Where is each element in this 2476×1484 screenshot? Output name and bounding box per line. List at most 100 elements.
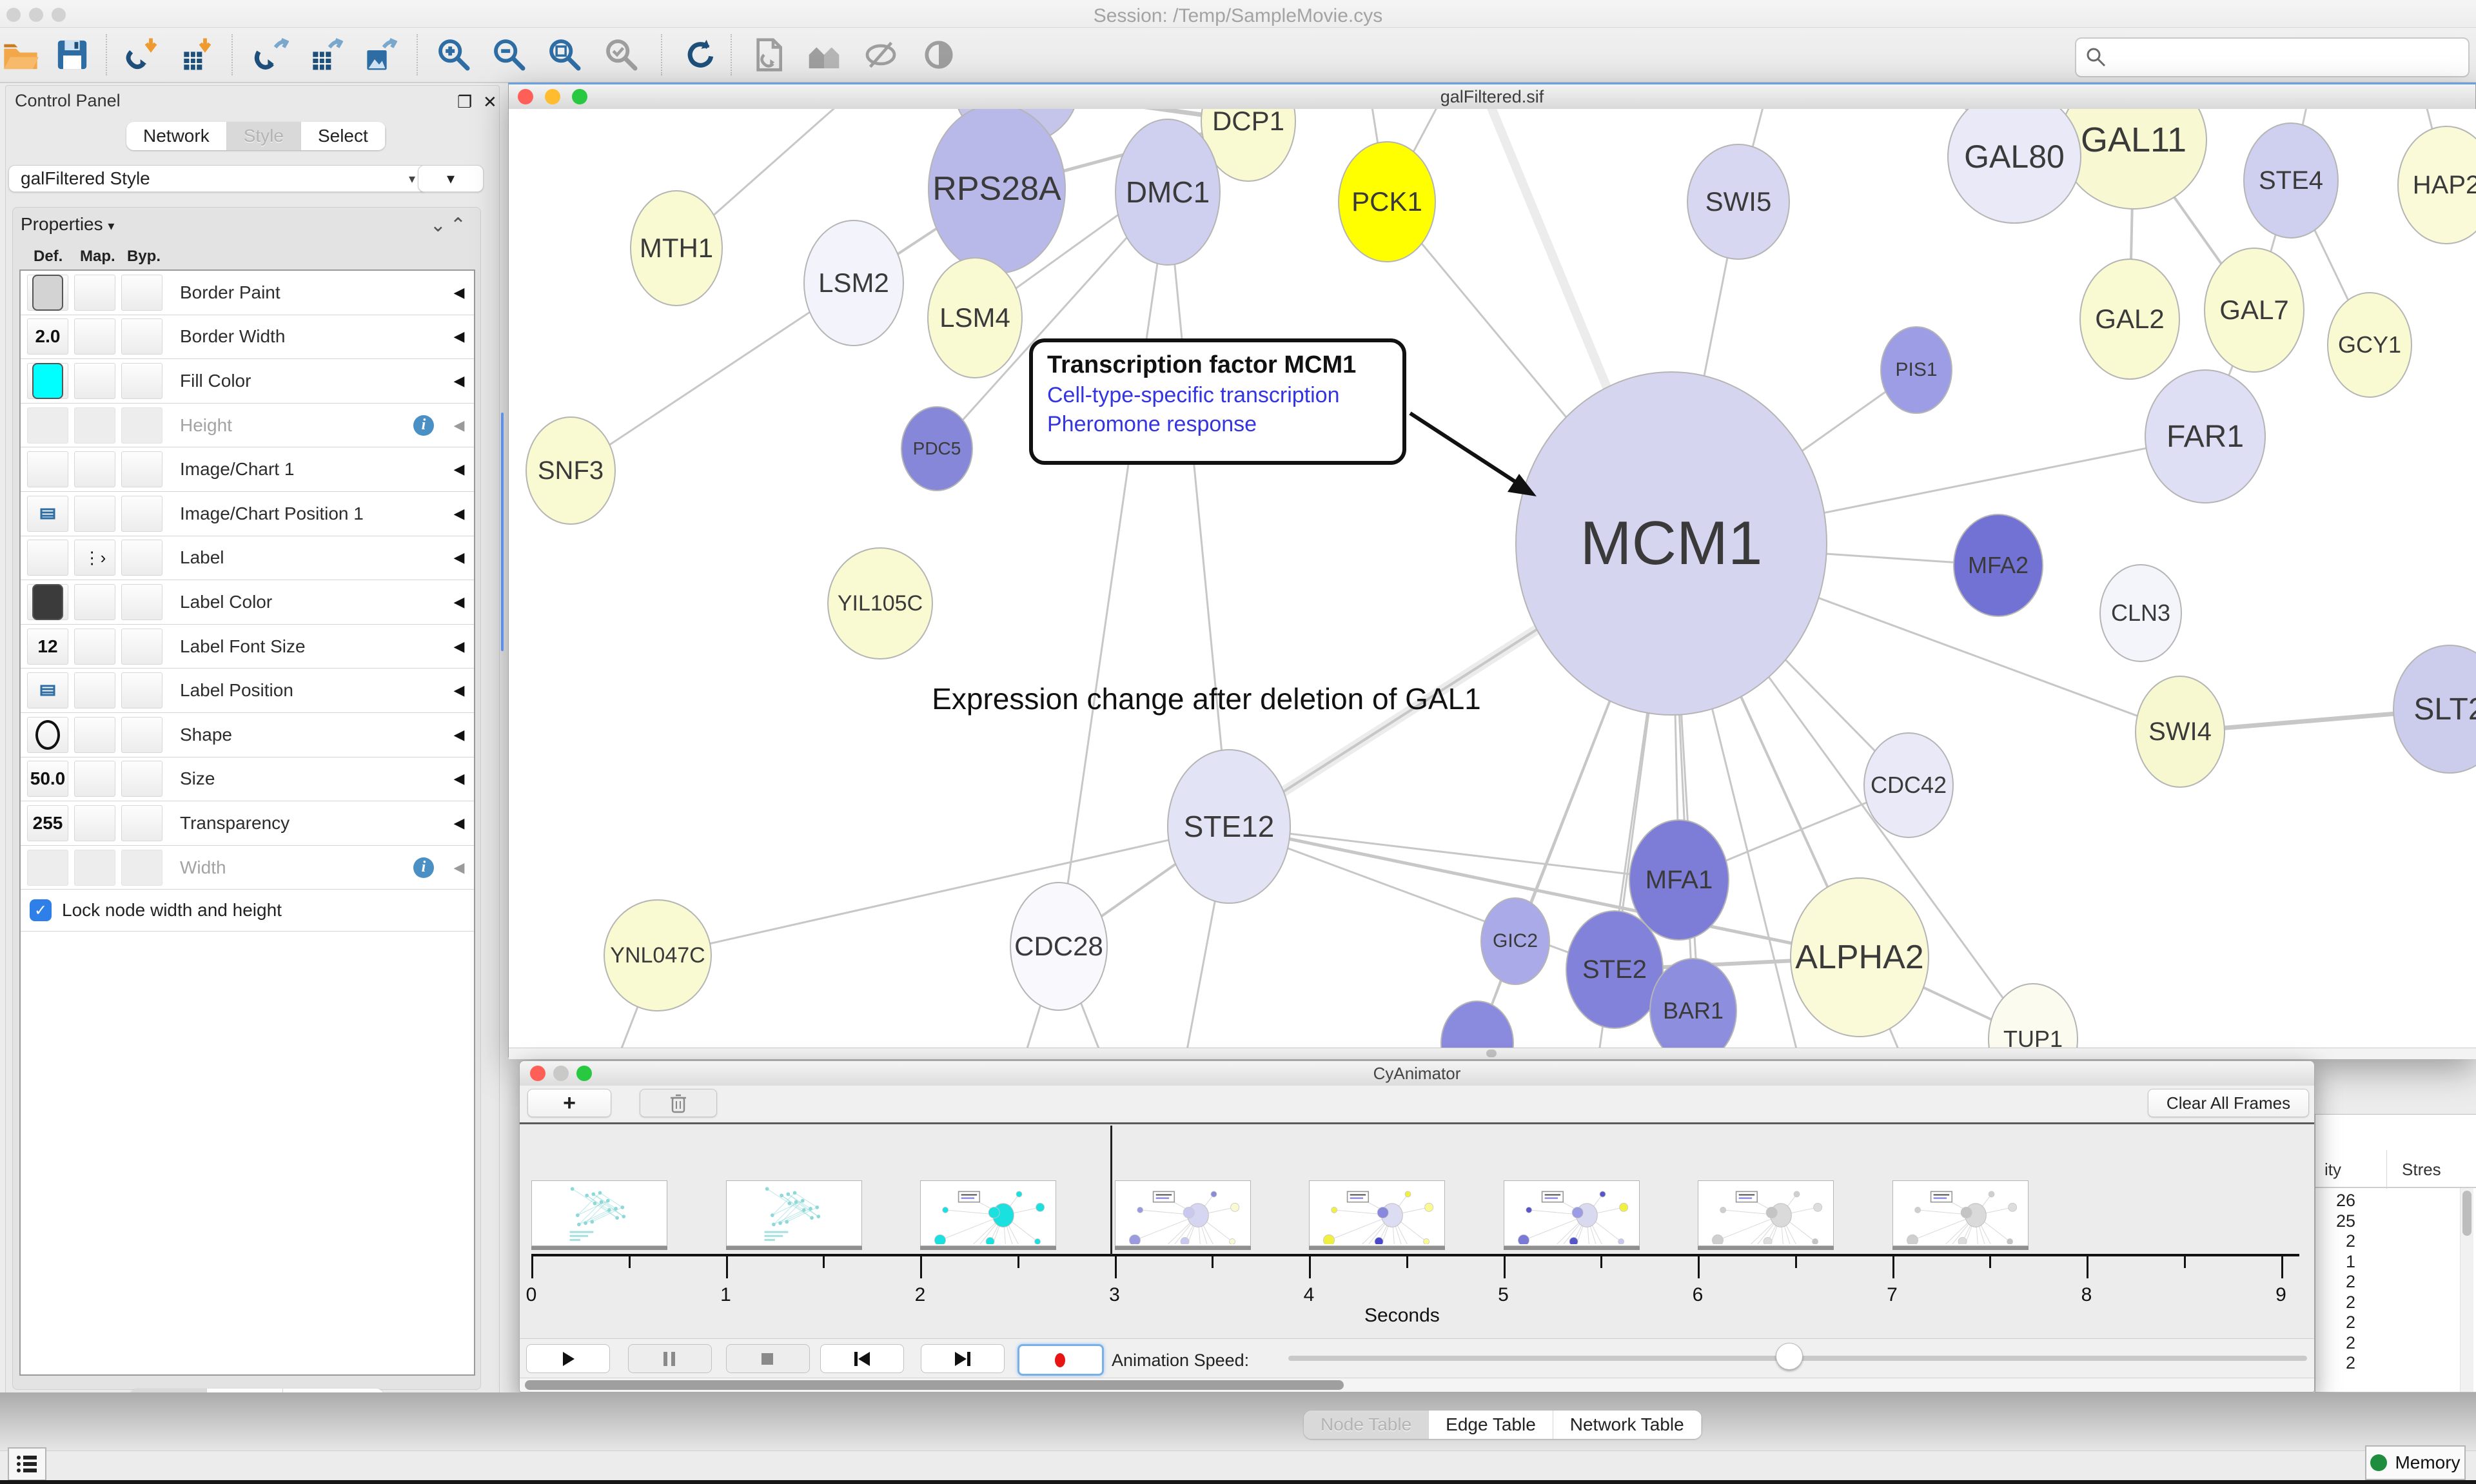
annotation-link[interactable]: Pheromone response <box>1047 412 1257 436</box>
property-mapping-cell[interactable] <box>74 318 115 355</box>
tab-edge-table[interactable]: Edge Table <box>1429 1411 1553 1439</box>
style-selector[interactable]: galFiltered Style ▾ <box>8 165 427 192</box>
slider-thumb[interactable] <box>1776 1343 1803 1370</box>
clear-all-frames-button[interactable]: Clear All Frames <box>2148 1089 2309 1117</box>
property-mapping-cell[interactable] <box>74 274 115 311</box>
close-icon[interactable] <box>530 1066 545 1081</box>
zoom-in-icon[interactable] <box>436 37 472 73</box>
zoom-icon[interactable] <box>572 89 587 104</box>
expand-row-icon[interactable]: ◀ <box>453 682 465 699</box>
network-node-far1[interactable]: FAR1 <box>2145 369 2266 503</box>
float-panel-icon[interactable]: ❐ <box>457 92 473 112</box>
table-cell[interactable]: 2 <box>2345 1353 2355 1372</box>
property-mapping-cell[interactable]: ⋮› <box>74 540 115 576</box>
network-node-dmc1[interactable]: DMC1 <box>1115 119 1221 266</box>
expand-row-icon[interactable]: ◀ <box>453 328 465 345</box>
expand-row-icon[interactable]: ◀ <box>453 638 465 654</box>
table-cell[interactable]: 2 <box>2345 1272 2355 1291</box>
close-icon[interactable] <box>518 89 533 104</box>
open-session-icon[interactable] <box>3 37 39 73</box>
refresh-icon[interactable] <box>681 37 717 73</box>
expand-row-icon[interactable]: ◀ <box>453 416 465 433</box>
network-hscrollbar[interactable] <box>509 1048 2476 1059</box>
property-bypass-cell[interactable] <box>121 628 162 665</box>
skip-end-button[interactable] <box>921 1344 1005 1373</box>
property-bypass-cell[interactable] <box>121 274 162 311</box>
expand-collapse-icons[interactable]: ⌄⌃ <box>429 215 470 236</box>
expand-row-icon[interactable]: ◀ <box>453 859 465 875</box>
import-table-icon[interactable] <box>178 37 214 73</box>
property-row-label-position[interactable]: Label Position ◀ <box>21 669 474 713</box>
property-bypass-cell[interactable] <box>121 716 162 753</box>
network-node-ste2[interactable]: STE2 <box>1566 910 1664 1029</box>
property-bypass-cell[interactable] <box>121 761 162 797</box>
property-mapping-cell[interactable] <box>74 583 115 620</box>
network-node-rps28a[interactable]: RPS28A <box>928 109 1066 274</box>
skip-start-button[interactable] <box>820 1344 904 1373</box>
property-row-shape[interactable]: Shape ◀ <box>21 713 474 757</box>
network-node-swi4[interactable]: SWI4 <box>2135 676 2225 788</box>
frame-thumbnail-4s[interactable] <box>1309 1180 1445 1295</box>
property-row-border-paint[interactable]: Border Paint ◀ <box>21 271 474 315</box>
frame-thumbnail-1s[interactable] <box>725 1180 862 1246</box>
hide-panel-icon[interactable] <box>863 37 899 73</box>
property-bypass-cell[interactable] <box>121 805 162 841</box>
properties-header[interactable]: Properties ▾ <box>21 214 115 234</box>
property-row-width[interactable]: Width i ◀ <box>21 846 474 890</box>
property-row-image-chart-1[interactable]: Image/Chart 1 ◀ <box>21 447 474 492</box>
property-default-cell[interactable]: 2.0 <box>27 318 68 355</box>
network-node-hap2[interactable]: HAP2 <box>2397 126 2476 244</box>
zoom-icon[interactable] <box>576 1066 592 1081</box>
property-mapping-cell[interactable] <box>74 628 115 665</box>
property-row-border-width[interactable]: 2.0 Border Width ◀ <box>21 315 474 360</box>
close-panel-icon[interactable]: ✕ <box>483 92 497 112</box>
tab-style[interactable]: Style <box>226 122 301 150</box>
property-row-size[interactable]: 50.0 Size ◀ <box>21 757 474 802</box>
property-bypass-cell[interactable] <box>121 407 162 444</box>
property-mapping-cell[interactable] <box>74 407 115 444</box>
zoom-fit-icon[interactable] <box>547 37 583 73</box>
network-node-swi5[interactable]: SWI5 <box>1687 144 1790 260</box>
network-canvas[interactable]: GAL11 GAL80 DCP1 RPS28A DMC1 PCK1 SWI5 STE4 HAP2… <box>509 109 2476 1048</box>
network-node-gal7[interactable]: GAL7 <box>2204 248 2304 373</box>
annotation-box[interactable]: Transcription factor MCM1 Cell-type-spec… <box>1029 338 1406 465</box>
network-node-yil105c[interactable]: YIL105C <box>827 547 933 659</box>
expand-row-icon[interactable]: ◀ <box>453 770 465 787</box>
tab-network[interactable]: Network <box>126 122 227 150</box>
info-icon[interactable]: i <box>413 415 434 436</box>
table-cell[interactable]: 2 <box>2345 1231 2355 1251</box>
property-default-cell[interactable]: 255 <box>27 805 68 841</box>
zoom-window-icon[interactable] <box>52 8 66 22</box>
info-icon[interactable]: i <box>413 857 434 878</box>
network-node-pdc5[interactable]: PDC5 <box>901 406 973 491</box>
property-row-label[interactable]: ⋮› Label ◀ <box>21 536 474 581</box>
property-default-cell[interactable] <box>27 274 68 311</box>
network-file-icon[interactable] <box>751 37 787 73</box>
property-bypass-cell[interactable] <box>121 362 162 399</box>
network-node-gal80[interactable]: GAL80 <box>1947 109 2081 224</box>
minimize-icon[interactable] <box>545 89 560 104</box>
network-node-gcy1[interactable]: GCY1 <box>2327 292 2412 398</box>
annotation-link[interactable]: Cell-type-specific transcription <box>1047 383 1340 407</box>
network-node-gic2[interactable]: GIC2 <box>1480 897 1550 985</box>
network-node-mfa1[interactable]: MFA1 <box>1629 819 1729 941</box>
frame-thumbnail-5s[interactable] <box>1503 1180 1640 1295</box>
network-node-snf3[interactable]: SNF3 <box>526 416 616 525</box>
record-button[interactable] <box>1017 1344 1104 1376</box>
property-mapping-cell[interactable] <box>74 761 115 797</box>
frame-thumbnail-6s[interactable] <box>1698 1180 1834 1295</box>
table-cell[interactable]: 26 <box>2335 1191 2355 1210</box>
export-image-icon[interactable] <box>361 37 398 73</box>
network-node-alpha2[interactable]: ALPHA2 <box>1790 877 1929 1037</box>
minimize-window-icon[interactable] <box>29 8 43 22</box>
frame-thumbnail-7s[interactable] <box>1892 1180 2029 1295</box>
network-node-slt2[interactable]: SLT2 <box>2393 645 2476 774</box>
property-bypass-cell[interactable] <box>121 318 162 355</box>
expand-row-icon[interactable]: ◀ <box>453 372 465 389</box>
zoom-out-icon[interactable] <box>491 37 527 73</box>
property-default-cell[interactable] <box>27 849 68 886</box>
expand-row-icon[interactable]: ◀ <box>453 505 465 522</box>
property-mapping-cell[interactable] <box>74 451 115 488</box>
network-window-titlebar[interactable]: galFiltered.sif <box>509 84 2475 110</box>
frame-thumbnail-3s[interactable] <box>1114 1180 1251 1295</box>
